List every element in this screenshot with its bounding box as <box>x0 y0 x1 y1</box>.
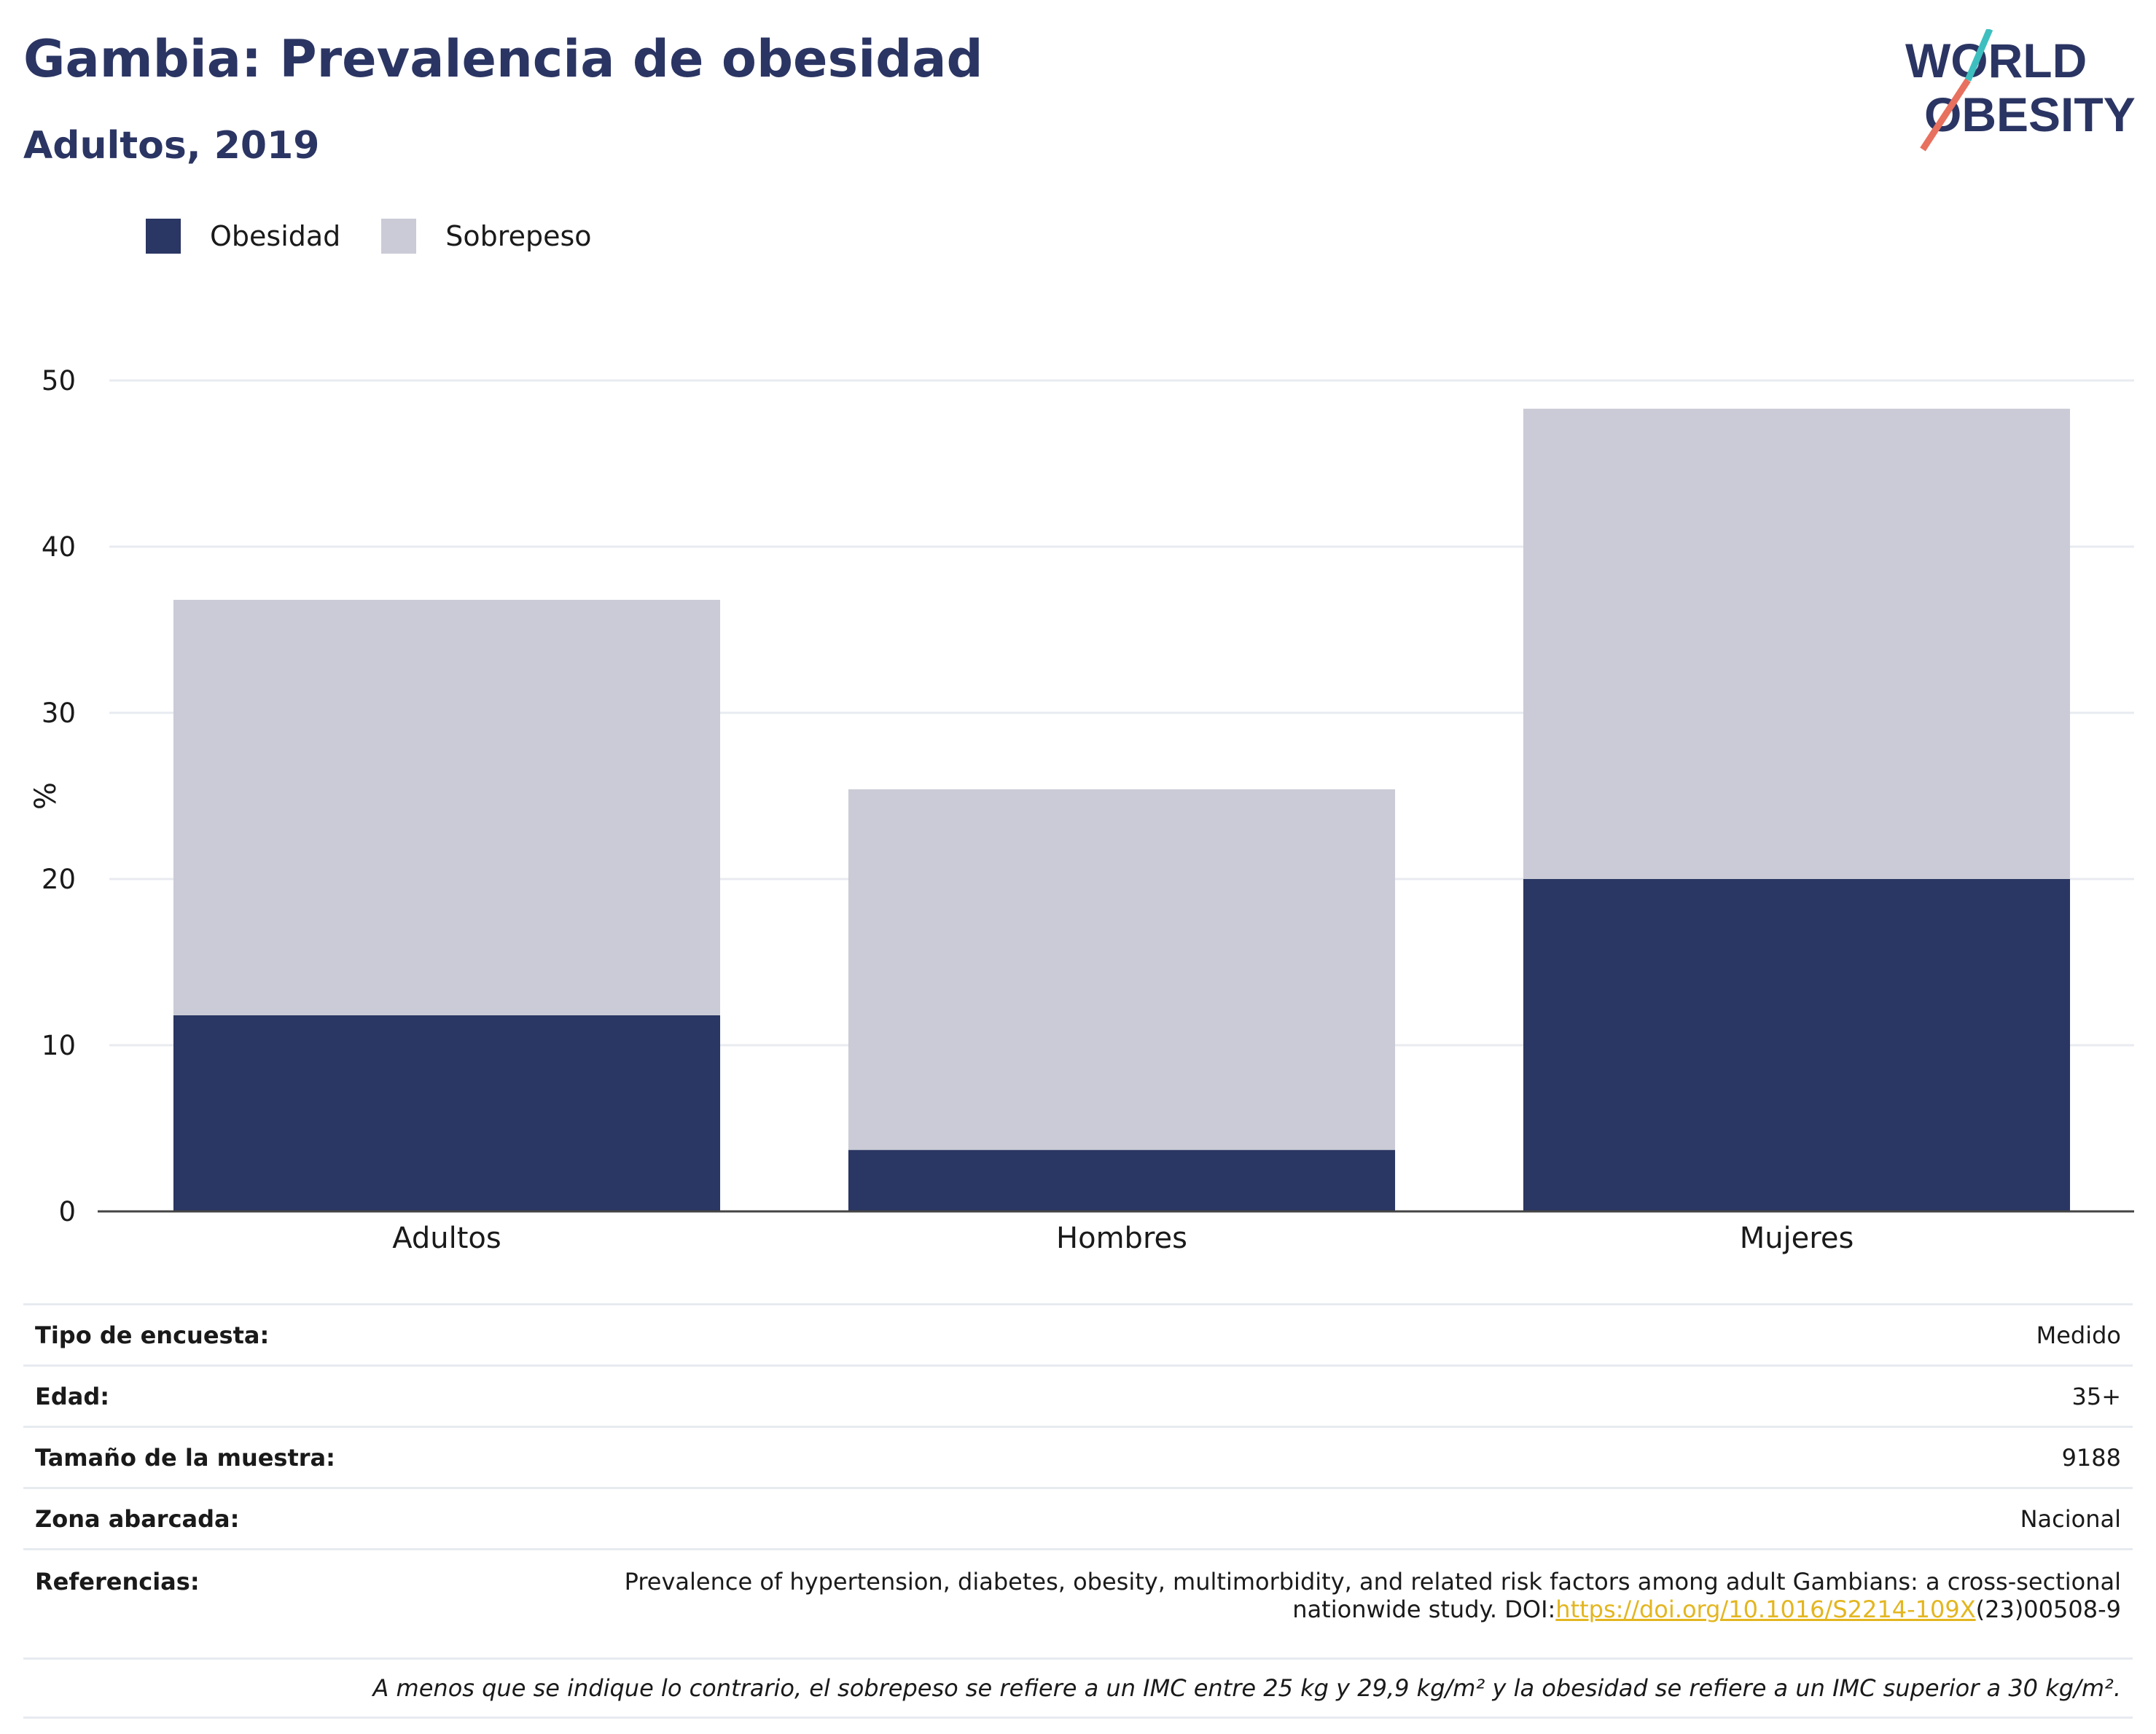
legend-item-obesidad[interactable]: Obesidad <box>146 219 340 254</box>
info-row-label: Tipo de encuesta: <box>23 1303 557 1366</box>
x-tick-label: Mujeres <box>1740 1222 1854 1255</box>
y-tick-label: 40 <box>42 531 76 563</box>
info-row-value: 35+ <box>557 1364 2133 1427</box>
legend-label-obesidad: Obesidad <box>210 220 341 252</box>
survey-info-table: Tipo de encuesta: Medido Edad: 35+ Tamaño de… <box>23 1303 2133 1719</box>
info-row: Tamaño de la muestra: 9188 <box>23 1426 2133 1488</box>
references-value: Prevalence of hypertension, diabetes, ob… <box>557 1548 2133 1659</box>
logo-line1: WORLD <box>1905 34 2087 87</box>
legend-swatch-obesidad <box>146 219 181 254</box>
y-axis-label: % <box>29 782 63 810</box>
bar-sobrepeso <box>173 599 721 1015</box>
page-title: Gambia: Prevalencia de obesidad <box>23 29 983 89</box>
bar-obesidad <box>848 1149 1396 1211</box>
x-tick-label: Adultos <box>392 1222 501 1255</box>
y-tick-label: 0 <box>58 1196 76 1227</box>
y-tick-label: 10 <box>42 1030 76 1061</box>
references-row: Referencias: Prevalence of hypertension,… <box>23 1548 2133 1659</box>
world-obesity-logo: WORLD OBESITY <box>1905 29 2136 152</box>
references-text-pre: nationwide study. DOI: <box>1292 1596 1556 1623</box>
info-row-value: Medido <box>557 1303 2133 1366</box>
bar-sobrepeso <box>848 789 1396 1150</box>
y-tick-label: 50 <box>42 365 76 397</box>
y-tick-label: 30 <box>42 698 76 729</box>
x-tick-label: Hombres <box>1056 1222 1187 1255</box>
logo-slash-top <box>1964 29 1993 82</box>
page-subtitle: Adultos, 2019 <box>23 124 320 168</box>
bar-obesidad <box>173 1015 721 1211</box>
chart-legend: Obesidad Sobrepeso <box>146 219 633 254</box>
stacked-bar-chart: 0 10 20 30 40 50% Adultos Hombres Mujeres <box>29 365 2134 1255</box>
legend-label-sobrepeso: Sobrepeso <box>445 220 592 252</box>
legend-swatch-sobrepeso <box>381 219 417 254</box>
info-row-label: Edad: <box>23 1364 557 1427</box>
info-row-label: Tamaño de la muestra: <box>23 1426 557 1488</box>
info-row: Zona abarcada: Nacional <box>23 1487 2133 1550</box>
info-row-value: 9188 <box>557 1426 2133 1488</box>
logo-slash-bottom <box>1920 78 1971 152</box>
footnote-text: A menos que se indique lo contrario, el … <box>23 1657 2133 1719</box>
info-row-label: Zona abarcada: <box>23 1487 557 1550</box>
references-doi-link[interactable]: https://doi.org/10.1016/S2214-109X <box>1555 1596 1976 1623</box>
info-row-value: Nacional <box>557 1487 2133 1550</box>
legend-item-sobrepeso[interactable]: Sobrepeso <box>381 219 592 254</box>
y-tick-label: 20 <box>42 864 76 895</box>
footnote-row: A menos que se indique lo contrario, el … <box>23 1657 2133 1719</box>
info-row: Tipo de encuesta: Medido <box>23 1303 2133 1366</box>
info-row: Edad: 35+ <box>23 1364 2133 1427</box>
bar-obesidad <box>1523 879 2071 1211</box>
references-label: Referencias: <box>23 1548 557 1659</box>
bar-sobrepeso <box>1523 408 2071 879</box>
references-text-post: (23)00508-9 <box>1975 1596 2121 1623</box>
references-text-line1: Prevalence of hypertension, diabetes, ob… <box>624 1568 2121 1596</box>
